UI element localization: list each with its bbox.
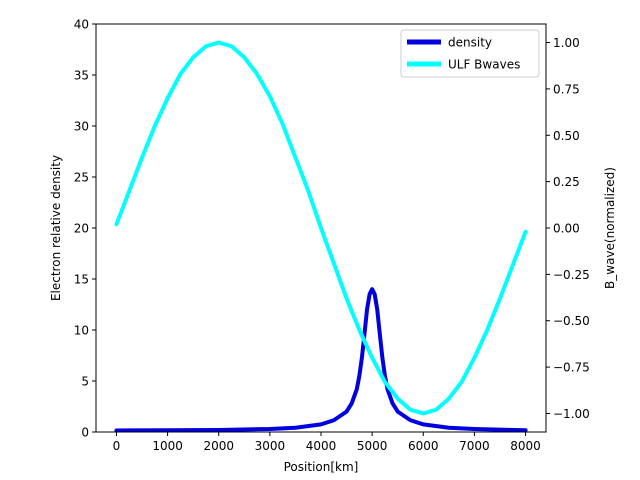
y-left-tick-label: 15 (74, 273, 89, 287)
y-right-tick-label: 0.50 (553, 129, 580, 143)
y-left-tick-label: 10 (74, 324, 89, 338)
x-tick-label: 3000 (255, 439, 286, 453)
x-tick-label: 7000 (459, 439, 490, 453)
y-left-tick-label: 20 (74, 222, 89, 236)
y-left-tick-label: 35 (74, 69, 89, 83)
x-tick-label: 5000 (357, 439, 388, 453)
y-axis-right-title: B_wave(normalized) (603, 167, 617, 289)
y-left-tick-label: 25 (74, 171, 89, 185)
y-left-tick-label: 40 (74, 18, 89, 32)
y-right-tick-label: 0.00 (553, 222, 580, 236)
series-line-ulf-bwaves (114, 40, 528, 416)
x-axis-title: Position[km] (284, 460, 359, 474)
y-right-tick-label: 0.75 (553, 82, 580, 96)
y-axis-right: −1.00 −0.75 −0.50 −0.25 0.00 0.25 0.50 0.75 1.00 (546, 36, 590, 421)
y-right-tick-label: 0.25 (553, 175, 580, 189)
y-left-tick-label: 0 (81, 426, 89, 440)
legend-label-ulf-bwaves: ULF Bwaves (448, 58, 520, 72)
y-left-tick-label: 5 (81, 375, 89, 389)
x-axis: 0 1000 2000 3000 4000 5000 6000 7000 8000 (113, 432, 541, 453)
y-left-tick-label: 30 (74, 120, 89, 134)
x-tick-label: 2000 (203, 439, 234, 453)
legend-label-density: density (448, 36, 492, 50)
legend: density ULF Bwaves (400, 29, 540, 78)
x-tick-label: 0 (113, 439, 121, 453)
x-tick-label: 1000 (152, 439, 183, 453)
y-right-tick-label: −0.75 (553, 361, 590, 375)
y-right-tick-label: −0.50 (553, 314, 590, 328)
x-tick-label: 8000 (510, 439, 541, 453)
series-line-density (114, 287, 528, 433)
y-right-tick-label: −0.25 (553, 268, 590, 282)
y-right-tick-label: −1.00 (553, 407, 590, 421)
x-tick-label: 4000 (306, 439, 337, 453)
y-right-tick-label: 1.00 (553, 36, 580, 50)
y-axis-left: 0 5 10 15 20 25 30 35 40 (74, 18, 96, 440)
plot-lines (114, 40, 528, 433)
y-axis-left-title: Electron relative density (49, 155, 63, 301)
x-tick-label: 6000 (408, 439, 439, 453)
